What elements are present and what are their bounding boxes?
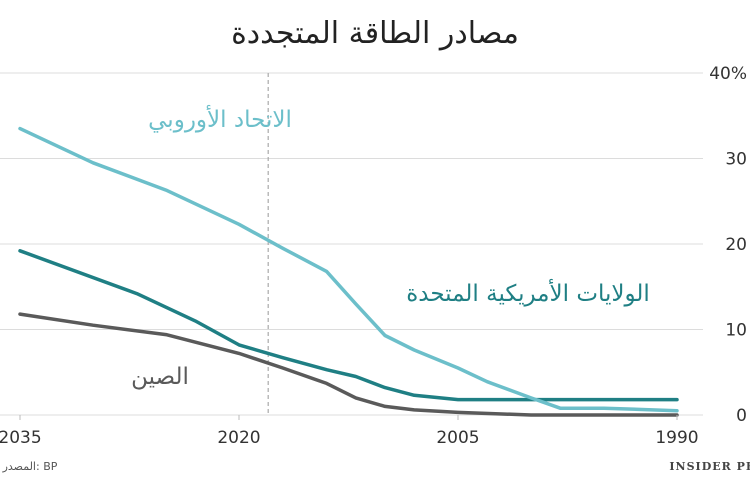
- y-tick-label: 30: [725, 150, 747, 170]
- y-tick-label: 20: [725, 235, 747, 255]
- series-label-eu: الاتحاد الأوروبي: [148, 105, 292, 133]
- y-tick-label: 0: [736, 406, 747, 426]
- y-tick-label: 40%: [709, 64, 747, 84]
- series-label-china: الصين: [131, 364, 189, 390]
- x-tick-label: 1990: [655, 428, 698, 448]
- series-line-2: [18, 312, 679, 417]
- series-line-1: [18, 249, 679, 402]
- y-axis-ticks: 40% 30 20 10 0: [709, 64, 747, 426]
- grid: [0, 72, 703, 416]
- chart-title: مصادر الطاقة المتجددة: [231, 16, 519, 51]
- brand-logo: INSIDER PRO: [669, 460, 750, 473]
- x-tick-label: 2035: [0, 428, 42, 448]
- x-axis-ticks: 2035 2020 2005 1990: [0, 415, 699, 448]
- x-tick-label: 2020: [217, 428, 260, 448]
- x-tick-label: 2005: [436, 428, 479, 448]
- series-group: [18, 126, 679, 417]
- series-label-usa: الولايات الأمريكية المتحدة: [406, 279, 650, 307]
- source-note: المصدر: BP: [2, 460, 58, 473]
- y-tick-label: 10: [725, 321, 747, 341]
- series-line-0: [18, 126, 679, 413]
